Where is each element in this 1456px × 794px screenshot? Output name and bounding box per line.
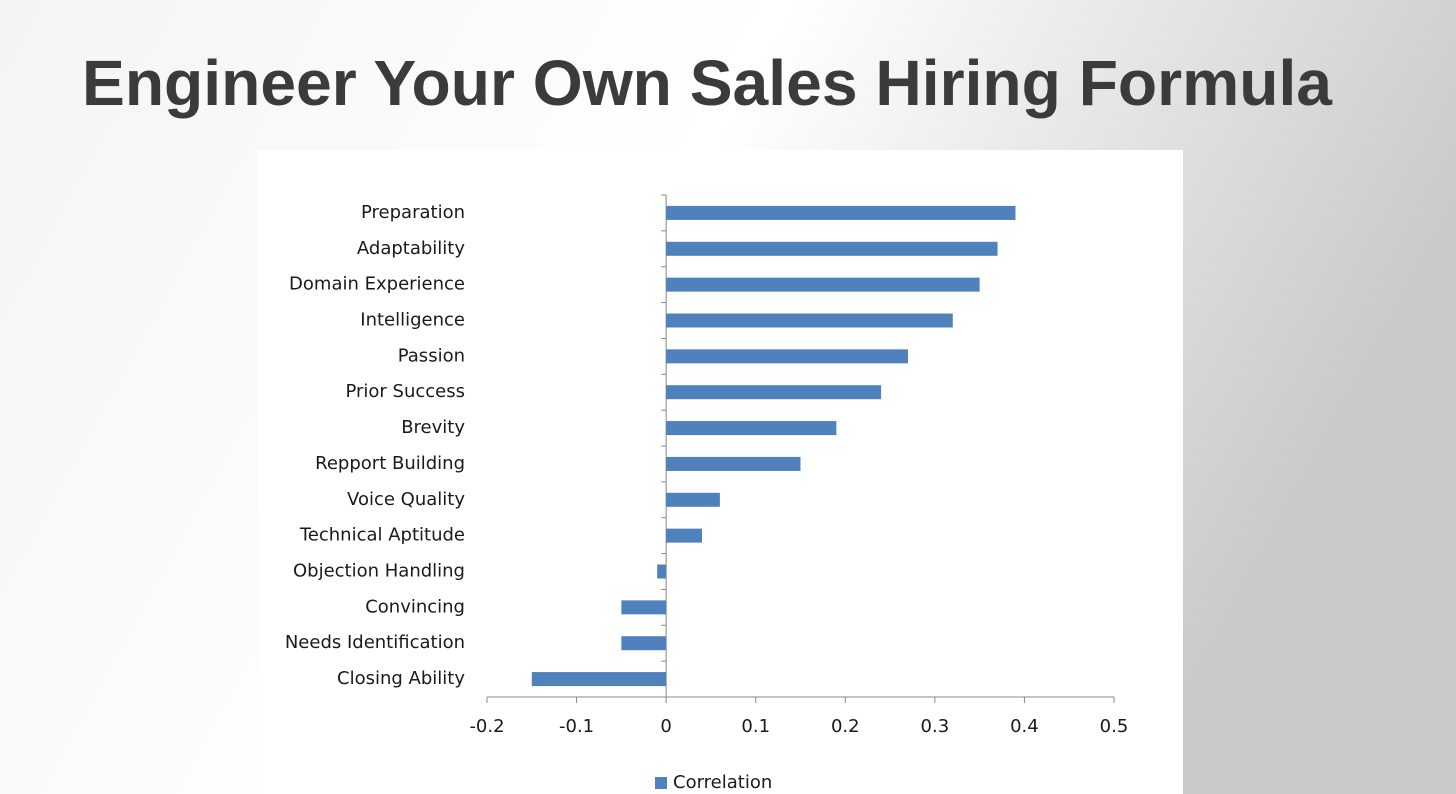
x-tick-label: 0.4	[1010, 716, 1039, 737]
bar	[666, 313, 953, 328]
x-tick-label: 0.1	[741, 716, 770, 737]
y-tick-label: Domain Experience	[289, 274, 465, 295]
slide-title: Engineer Your Own Sales Hiring Formula	[82, 47, 1332, 119]
x-tick-label: 0.3	[921, 716, 950, 737]
x-tick-label: -0.1	[559, 716, 594, 737]
bar	[666, 456, 801, 471]
bar	[621, 600, 667, 615]
y-tick-label: Needs Identification	[285, 632, 465, 653]
bar	[621, 636, 667, 651]
bar	[666, 241, 998, 256]
bar	[531, 672, 667, 687]
y-tick-label: Repport Building	[315, 453, 465, 474]
chart-panel	[258, 150, 1183, 794]
y-tick-label: Voice Quality	[347, 489, 465, 510]
bar	[666, 385, 882, 400]
bar	[666, 421, 837, 436]
legend-label: Correlation	[673, 772, 772, 793]
y-tick-label: Adaptability	[357, 238, 465, 259]
x-tick-label: 0	[660, 716, 671, 737]
y-tick-label: Technical Aptitude	[299, 525, 465, 546]
x-tick-label: -0.2	[469, 716, 504, 737]
bar	[666, 277, 980, 292]
y-tick-label: Convincing	[365, 596, 465, 617]
y-tick-label: Closing Ability	[337, 668, 465, 689]
bar	[666, 349, 908, 364]
y-tick-label: Intelligence	[360, 310, 465, 331]
x-tick-label: 0.5	[1100, 716, 1129, 737]
x-tick-label: 0.2	[831, 716, 860, 737]
y-tick-label: Passion	[398, 345, 465, 366]
bar	[657, 564, 667, 579]
y-tick-label: Objection Handling	[293, 561, 465, 582]
y-tick-label: Brevity	[401, 417, 465, 438]
bar	[666, 528, 702, 543]
legend-swatch	[655, 777, 667, 789]
y-tick-label: Prior Success	[345, 381, 465, 402]
bar	[666, 492, 720, 507]
y-tick-label: Preparation	[361, 202, 465, 223]
bar	[666, 205, 1016, 220]
